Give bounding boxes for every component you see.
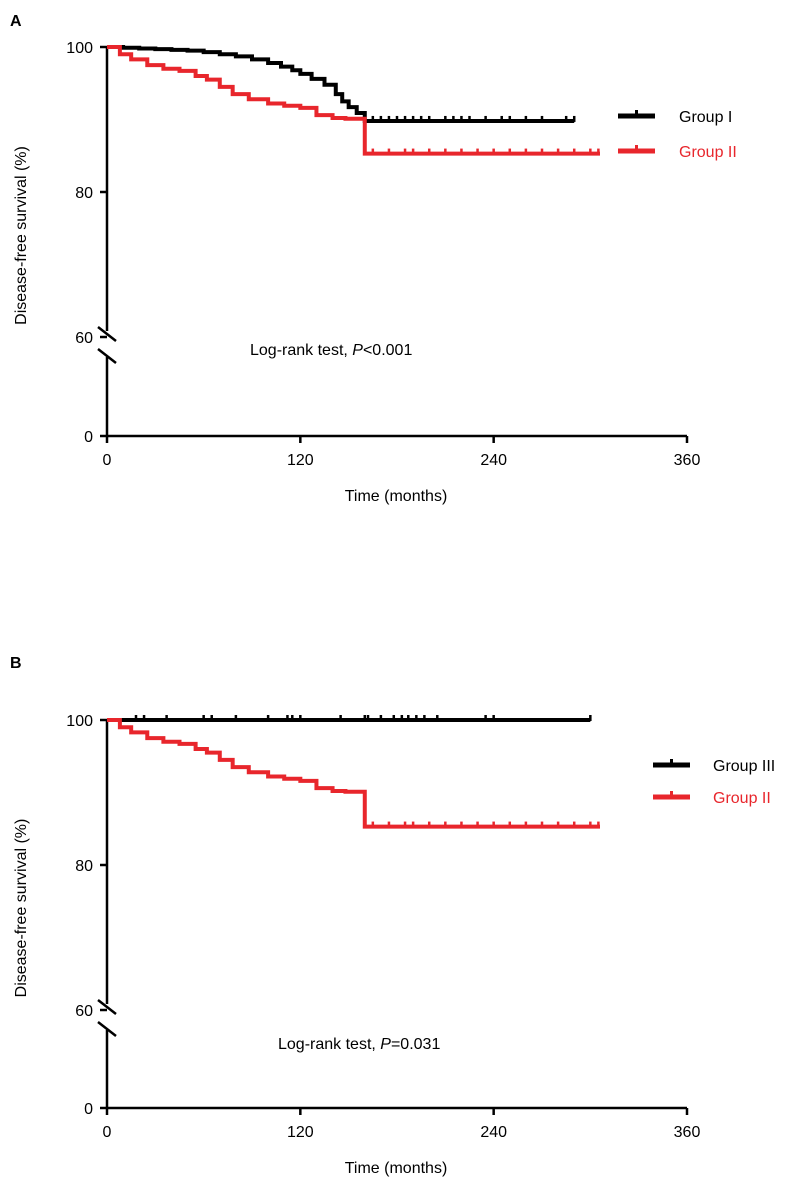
x-tick-label: 360 [674, 452, 701, 469]
y-tick-label: 60 [75, 330, 93, 347]
axis-break-mark [97, 1021, 117, 1037]
panel-label: B [10, 655, 22, 672]
km-curve-group-ii [107, 45, 600, 156]
axis-break-mark [97, 348, 117, 364]
x-tick-label: 120 [287, 1124, 314, 1141]
x-axis-title: Time (months) [345, 1160, 448, 1177]
x-tick-label: 360 [674, 1124, 701, 1141]
y-axis-title: Disease-free survival (%) [13, 146, 30, 325]
y-tick-label: 100 [66, 40, 93, 57]
y-tick-label: 0 [84, 429, 93, 446]
x-tick-label: 0 [103, 452, 112, 469]
y-tick-label: 80 [75, 858, 93, 875]
annotation-prefix: Log-rank test, [278, 1036, 380, 1053]
panel-a: A 0 60 80 100 0 120 240 360 Time (months) Disease-… [10, 13, 737, 505]
x-tick-label: 240 [480, 452, 507, 469]
axis-break-mark [97, 326, 117, 342]
legend-label: Group I [679, 109, 732, 126]
legend-label: Group II [679, 144, 737, 161]
y-tick-label: 0 [84, 1101, 93, 1118]
log-rank-annotation: Log-rank test, P<0.001 [250, 342, 412, 359]
km-curve-group-i [107, 45, 575, 123]
annotation-prefix: Log-rank test, [250, 342, 352, 359]
annotation-value: <0.001 [363, 342, 412, 359]
log-rank-annotation: Log-rank test, P=0.031 [278, 1036, 440, 1053]
y-tick-label: 80 [75, 185, 93, 202]
x-tick-label: 120 [287, 452, 314, 469]
x-tick-label: 0 [103, 1124, 112, 1141]
y-tick-label: 100 [66, 713, 93, 730]
annotation-p: P [352, 342, 363, 359]
x-tick-label: 240 [480, 1124, 507, 1141]
annotation-p: P [380, 1036, 391, 1053]
annotation-value: =0.031 [391, 1036, 440, 1053]
legend-label: Group II [713, 790, 771, 807]
axis-break-mark [97, 999, 117, 1015]
y-tick-label: 60 [75, 1003, 93, 1020]
legend-label: Group III [713, 758, 775, 775]
y-axis-title: Disease-free survival (%) [13, 819, 30, 998]
panel-b: B 0 60 80 100 0 120 240 360 Time (months) Disease-… [10, 655, 775, 1177]
panel-label: A [10, 13, 22, 30]
x-axis-title: Time (months) [345, 488, 448, 505]
km-curve-group-ii [107, 718, 600, 829]
